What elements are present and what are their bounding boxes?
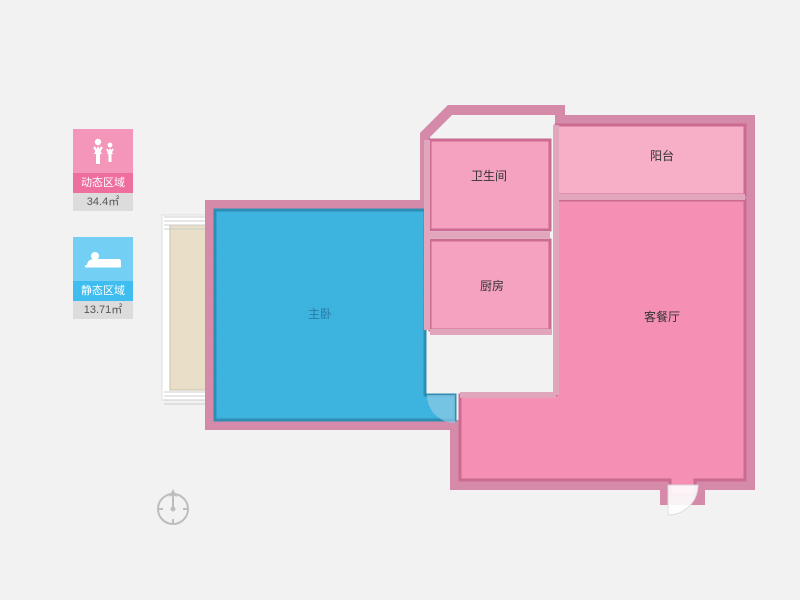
- compass-icon: [153, 483, 193, 532]
- room-label-living: 客餐厅: [644, 309, 680, 324]
- room-label-bathroom: 卫生间: [471, 169, 507, 183]
- room-bathroom: [430, 140, 550, 230]
- people-icon: [73, 129, 133, 173]
- legend-dynamic-label: 动态区域: [73, 173, 133, 193]
- legend-static-label: 静态区域: [73, 281, 133, 301]
- legend-static-value: 13.71㎡: [73, 301, 133, 319]
- legend-dynamic: 动态区域 34.4㎡: [73, 129, 133, 211]
- room-label-bedroom: 主卧: [308, 307, 332, 321]
- sleep-icon: [73, 237, 133, 281]
- legend-static: 静态区域 13.71㎡: [73, 237, 133, 319]
- room-bedroom: [215, 210, 455, 420]
- room-label-balcony: 阳台: [650, 148, 674, 163]
- room-label-kitchen: 厨房: [480, 278, 504, 293]
- legend-dynamic-value: 34.4㎡: [73, 193, 133, 211]
